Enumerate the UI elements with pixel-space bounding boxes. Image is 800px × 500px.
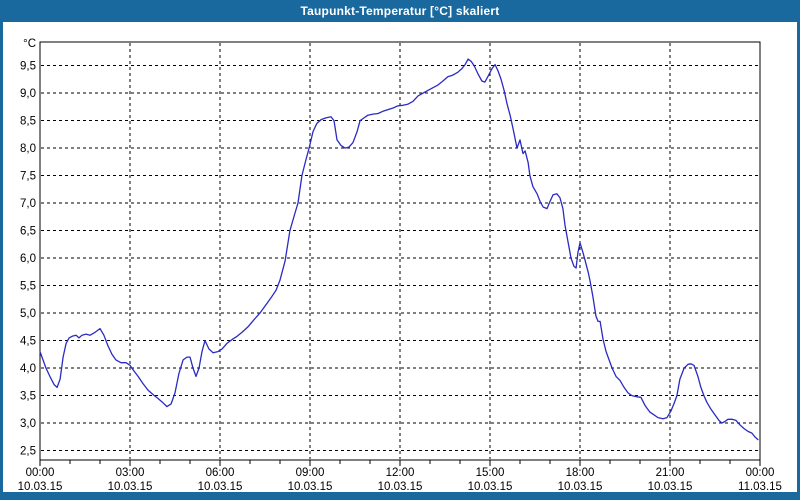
y-tick-label: 6,0 <box>20 253 36 265</box>
y-tick-label: 3,5 <box>20 391 36 403</box>
y-tick-label: 6,5 <box>20 226 36 238</box>
x-tick-date-label: 10.03.15 <box>108 481 153 493</box>
x-tick-time-label: 00:00 <box>26 467 55 479</box>
y-tick-label: 3,0 <box>20 418 36 430</box>
window-title: Taupunkt-Temperatur [°C] skaliert <box>300 4 500 18</box>
x-tick-time-label: 18:00 <box>566 467 595 479</box>
x-tick-date-label: 11.03.15 <box>738 481 782 493</box>
y-tick-label: 8,0 <box>20 143 36 155</box>
x-tick-time-label: 03:00 <box>116 467 145 479</box>
x-tick-date-label: 10.03.15 <box>18 481 63 493</box>
x-tick-date-label: 10.03.15 <box>468 481 513 493</box>
y-tick-label: 4,0 <box>20 363 36 375</box>
y-tick-label: 8,5 <box>20 116 36 128</box>
chart-area <box>3 22 797 492</box>
x-tick-date-label: 10.03.15 <box>198 481 243 493</box>
y-tick-label: 4,5 <box>20 336 36 348</box>
y-tick-label: 5,5 <box>20 281 36 293</box>
y-tick-label: 9,0 <box>20 88 36 100</box>
x-tick-time-label: 15:00 <box>476 467 505 479</box>
x-tick-time-label: 12:00 <box>386 467 415 479</box>
y-tick-label: 5,0 <box>20 308 36 320</box>
x-tick-time-label: 09:00 <box>296 467 325 479</box>
y-tick-label: 9,5 <box>20 61 36 73</box>
x-tick-time-label: 06:00 <box>206 467 235 479</box>
x-tick-time-label: 21:00 <box>656 467 685 479</box>
y-tick-label: 7,5 <box>20 171 36 183</box>
y-tick-label: 7,0 <box>20 198 36 210</box>
x-tick-date-label: 10.03.15 <box>378 481 423 493</box>
x-tick-date-label: 10.03.15 <box>558 481 603 493</box>
x-tick-date-label: 10.03.15 <box>288 481 333 493</box>
x-tick-time-label: 00:00 <box>746 467 775 479</box>
y-tick-label: 2,5 <box>20 446 36 458</box>
title-bar[interactable]: Taupunkt-Temperatur [°C] skaliert <box>0 0 800 22</box>
y-axis-unit-label: °C <box>23 38 36 50</box>
temperature-line <box>39 58 759 441</box>
x-tick-date-label: 10.03.15 <box>648 481 693 493</box>
